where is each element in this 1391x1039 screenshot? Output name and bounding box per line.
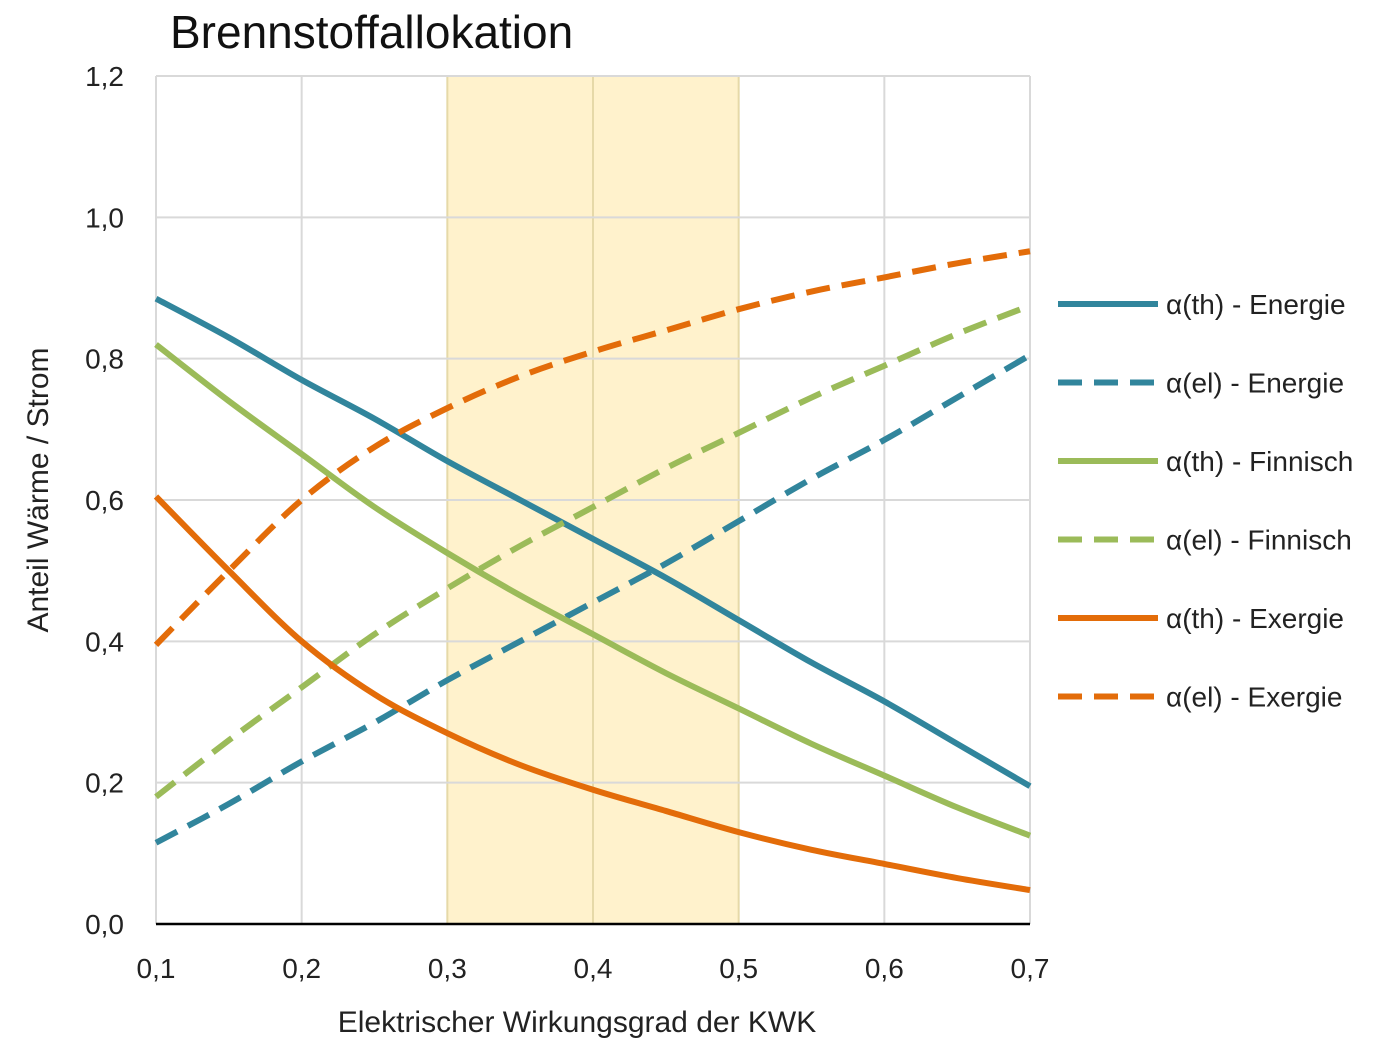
grid-layer (155, 75, 1031, 924)
x-tick-label: 0,2 (282, 953, 321, 984)
legend-label-2: α(th) - Finnisch (1166, 446, 1353, 477)
y-tick-label: 1,2 (85, 61, 124, 92)
x-tick-label: 0,6 (865, 953, 904, 984)
x-axis-title: Elektrischer Wirkungsgrad der KWK (338, 1006, 816, 1039)
legend: α(th) - Energie α(el) - Energie α(th) - Fi… (1058, 289, 1353, 713)
y-tick-label: 0,4 (85, 626, 124, 657)
y-tick-label: 1,0 (85, 202, 124, 233)
series-layer (153, 248, 1032, 894)
legend-label-5: α(el) - Exergie (1166, 682, 1342, 713)
series-line-5 (153, 248, 1031, 647)
x-tick-label: 0,3 (428, 953, 467, 984)
y-axis-title: Anteil Wärme / Strom (22, 347, 55, 632)
y-tick-labels: 0,0 0,2 0,4 0,6 0,8 1,0 1,2 (85, 61, 124, 940)
legend-label-1: α(el) - Energie (1166, 368, 1344, 399)
series-line-1 (154, 352, 1032, 846)
series-line-4 (153, 494, 1031, 894)
y-tick-label: 0,8 (85, 344, 124, 375)
series-line-0 (154, 295, 1032, 789)
x-tick-label: 0,1 (137, 953, 176, 984)
legend-label-0: α(th) - Energie (1166, 289, 1346, 320)
x-tick-label: 0,5 (719, 953, 758, 984)
legend-label-4: α(th) - Exergie (1166, 603, 1344, 634)
x-tick-label: 0,7 (1011, 953, 1050, 984)
y-tick-label: 0,2 (85, 768, 124, 799)
y-tick-label: 0,6 (85, 485, 124, 516)
x-tick-labels: 0,1 0,2 0,3 0,4 0,5 0,6 0,7 (137, 953, 1050, 984)
series-line-2 (154, 342, 1032, 839)
legend-label-3: α(el) - Finnisch (1166, 525, 1352, 556)
series-line-3 (154, 302, 1032, 800)
y-tick-label: 0,0 (85, 909, 124, 940)
chart-title: Brennstoffallokation (170, 6, 573, 58)
x-tick-label: 0,4 (574, 953, 613, 984)
